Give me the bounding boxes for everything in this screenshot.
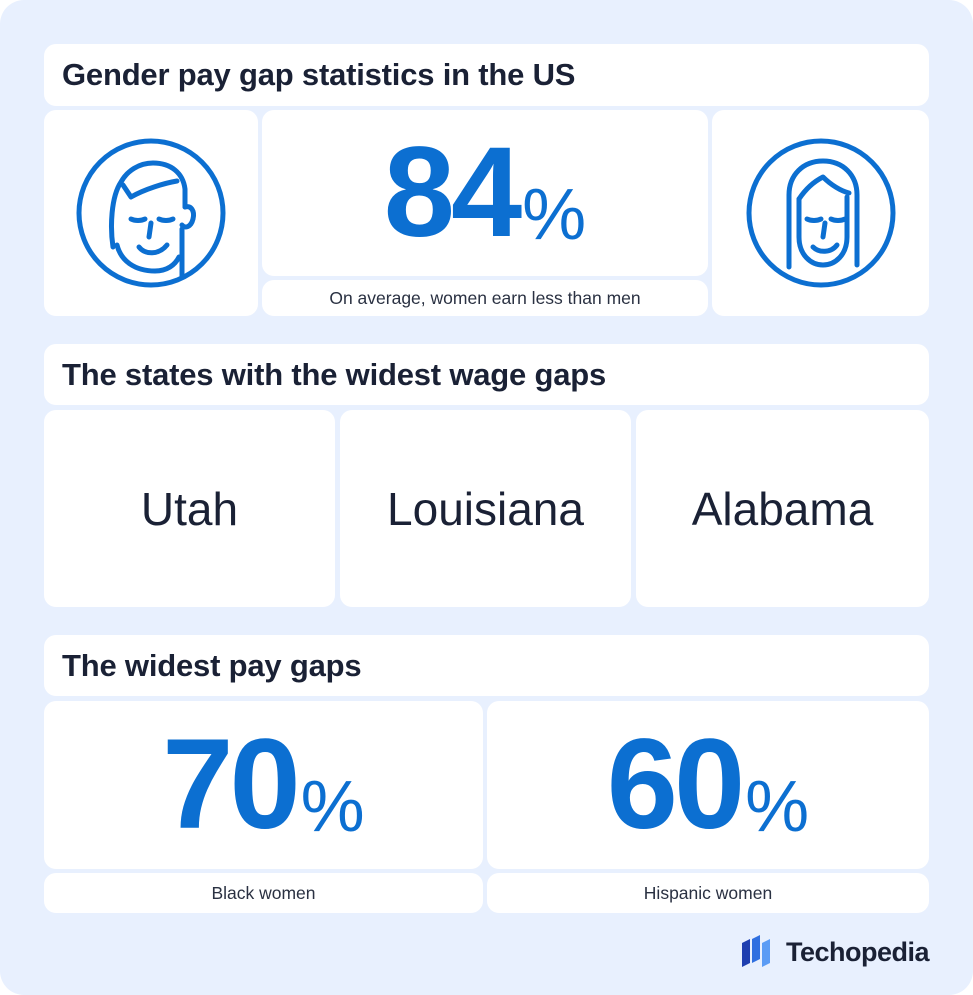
overview-caption: On average, women earn less than men [329,287,641,308]
overview-caption-card: On average, women earn less than men [262,280,708,316]
gap-label: Hispanic women [643,882,773,903]
section-title: The states with the widest wage gaps [62,356,607,392]
gap-label: Black women [211,882,316,903]
state-card: Utah [44,410,335,607]
section-header-overview: Gender pay gap statistics in the US [44,44,929,106]
gap-stat-card: 60 % [487,701,929,869]
gap-stat: 60 % [607,721,809,849]
section-title: Gender pay gap statistics in the US [62,57,576,92]
state-name: Utah [140,482,239,535]
man-face-icon [76,138,226,288]
state-card: Louisiana [340,410,631,607]
stat-value: 70 [162,713,300,856]
gap-label-card: Black women [44,873,483,913]
woman-icon-card [712,110,929,316]
state-name: Louisiana [387,482,584,535]
gap-stat: 70 % [162,721,364,849]
section-header-states: The states with the widest wage gaps [44,344,929,405]
brand-logo: Techopedia [740,935,930,969]
stat-value: 84 [383,121,522,264]
section-header-gaps: The widest pay gaps [44,635,929,696]
overview-stat-card: 84 % [262,110,708,276]
stat-unit: % [300,767,365,847]
gap-stat-card: 70 % [44,701,483,869]
state-card: Alabama [636,410,929,607]
stat-unit: % [522,175,587,255]
overview-stat: 84 % [384,129,586,257]
section-title: The widest pay gaps [62,647,362,683]
techopedia-logo-icon [741,935,770,967]
man-icon-card [44,110,258,316]
stat-value: 60 [606,713,745,856]
stat-unit: % [745,767,810,847]
state-name: Alabama [691,482,874,535]
brand-name: Techopedia [785,936,930,967]
gap-label-card: Hispanic women [487,873,929,913]
woman-face-icon [746,138,895,288]
